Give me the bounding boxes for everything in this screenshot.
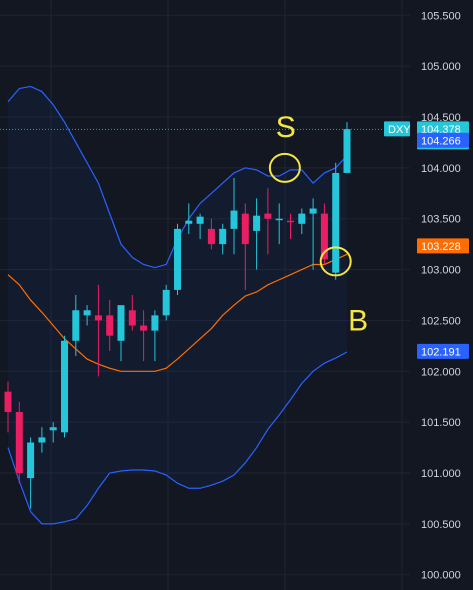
candle-body[interactable] [72, 310, 80, 341]
candle-body[interactable] [140, 325, 148, 331]
candle-body[interactable] [27, 442, 35, 479]
price-marker-value: 104.266 [421, 135, 461, 147]
y-tick-label: 100.500 [421, 519, 461, 531]
y-tick-label: 101.000 [421, 468, 461, 480]
lower-band-line [7, 351, 348, 525]
y-tick-label: 103.000 [421, 265, 461, 277]
candle-body[interactable] [117, 305, 125, 341]
candle-body[interactable] [49, 427, 57, 431]
candle-body[interactable] [15, 411, 23, 474]
price-marker-value: 102.191 [421, 346, 461, 358]
candle-body[interactable] [275, 218, 283, 221]
y-tick-label: 104.500 [421, 112, 461, 124]
candle-body[interactable] [253, 215, 261, 231]
candle-body[interactable] [320, 213, 328, 260]
y-tick-label: 103.500 [421, 214, 461, 226]
candle-body[interactable] [241, 213, 249, 245]
candle-body[interactable] [162, 289, 170, 316]
price-marker-badge [417, 343, 469, 359]
annotation-label: S [276, 111, 296, 144]
candle-body[interactable] [128, 310, 136, 326]
price-marker-value: 103.228 [421, 241, 461, 253]
symbol-label: DXY [388, 124, 411, 136]
candle-body[interactable] [230, 210, 238, 229]
band-fill [8, 86, 347, 524]
y-tick-label: 104.000 [421, 163, 461, 175]
candle-body[interactable] [38, 437, 46, 443]
candle-body[interactable] [174, 228, 181, 290]
candle-body[interactable] [332, 172, 340, 273]
candle-body[interactable] [309, 208, 317, 214]
candle-body[interactable] [207, 228, 215, 245]
candle-body[interactable] [298, 213, 306, 224]
y-tick-label: 101.500 [421, 417, 461, 429]
candle-body[interactable] [185, 220, 193, 224]
candle-body[interactable] [196, 216, 204, 224]
y-tick-label: 102.000 [421, 366, 461, 378]
candle-body[interactable] [106, 315, 114, 336]
candle-body[interactable] [264, 213, 272, 219]
candle-body[interactable] [4, 391, 12, 412]
candle-body[interactable] [83, 310, 91, 316]
candle-body[interactable] [151, 315, 159, 331]
price-marker-badge [417, 132, 469, 148]
y-tick-label: 105.000 [421, 61, 461, 73]
candle-body[interactable] [94, 315, 102, 321]
price-marker-badge [417, 238, 469, 254]
symbol-badge [384, 121, 410, 137]
annotation-circle [268, 152, 301, 183]
y-tick-label: 100.000 [421, 570, 461, 582]
y-tick-label: 102.500 [421, 315, 461, 327]
candle-body[interactable] [287, 220, 294, 223]
y-tick-label: 105.500 [421, 10, 461, 22]
candle-body[interactable] [219, 228, 227, 245]
annotation-label: B [348, 304, 368, 337]
annotation-circle [319, 246, 352, 277]
candle-body[interactable] [343, 129, 351, 173]
candle-body[interactable] [61, 340, 68, 433]
